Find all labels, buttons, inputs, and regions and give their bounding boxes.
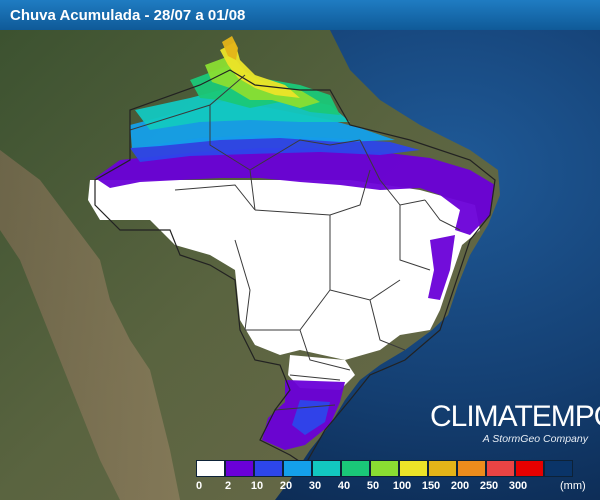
rain-band-teal [135,85,350,130]
title-bar: Chuva Acumulada - 28/07 a 01/08 [0,0,600,31]
legend-label: 50 [366,480,380,492]
legend-swatch [341,460,370,477]
legend-swatch [312,460,341,477]
brand-tagline: A StormGeo Company [482,433,588,445]
map-title: Chuva Acumulada - 28/07 a 01/08 [10,7,246,24]
legend-swatch [428,460,457,477]
legend-swatch [254,460,283,477]
legend-swatch [515,460,544,477]
legend-swatches [196,460,573,477]
rainfall-map [0,30,600,500]
legend-label: 200 [450,480,470,492]
legend-label: 250 [479,480,499,492]
legend-unit: (mm) [560,480,586,492]
andes-region [0,150,180,500]
no-rain-area [88,180,480,360]
legend-swatch [283,460,312,477]
legend-swatch [196,460,225,477]
rain-band-blue [292,400,330,435]
rain-band-purple [428,235,455,300]
brand-name: CLIMATEMPO [430,400,600,433]
legend: 0 2 10 20 30 40 50 100 150 200 250 300 (mm) [196,460,592,496]
legend-label: 2 [224,480,232,492]
legend-label: 100 [392,480,412,492]
legend-label: 300 [508,480,528,492]
rain-band-purple [95,148,495,235]
climatempo-logo: CLIMATEMPO A StormGeo Company [430,400,600,446]
legend-swatch [370,460,399,477]
legend-swatch [544,460,573,477]
legend-swatch [399,460,428,477]
legend-label: 150 [421,480,441,492]
legend-label: 40 [337,480,351,492]
state-borders [129,74,461,411]
legend-label: 20 [279,480,293,492]
legend-label: 0 [195,480,203,492]
legend-label: 10 [250,480,264,492]
brazil-outline [94,69,496,466]
legend-swatch [225,460,254,477]
rain-band-yellow [220,42,300,98]
legend-label: 30 [308,480,322,492]
legend-swatch [457,460,486,477]
rain-band-orange [222,36,238,60]
legend-swatch [486,460,515,477]
